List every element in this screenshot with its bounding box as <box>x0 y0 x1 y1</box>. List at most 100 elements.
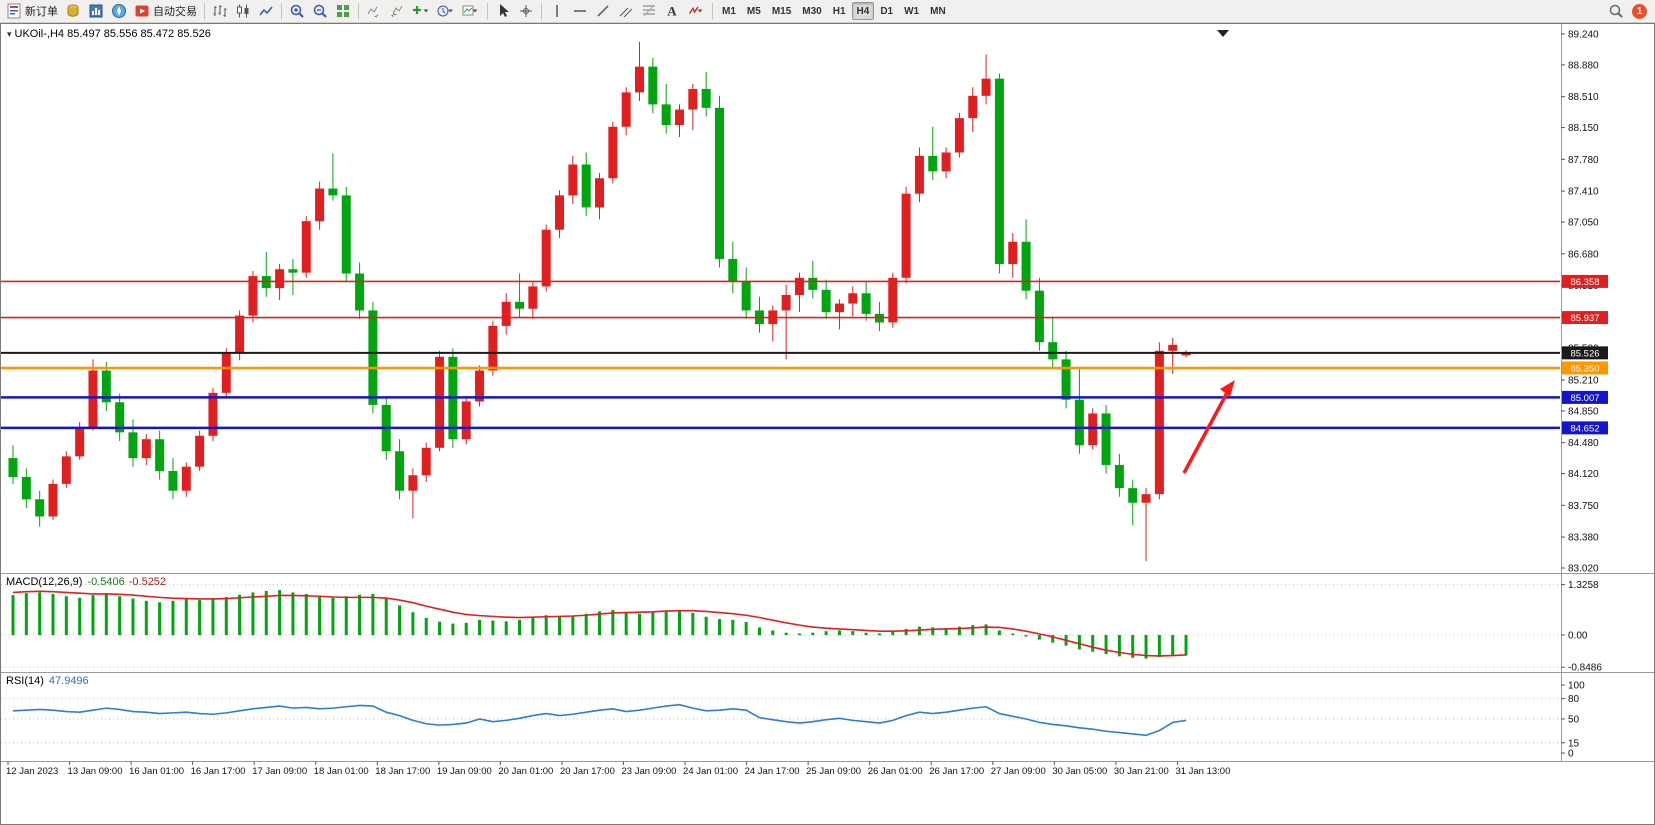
candle <box>1088 413 1098 446</box>
candle-chart-button[interactable] <box>232 1 254 21</box>
macd-main-value: -0.5406 <box>87 576 125 588</box>
tile-windows-button[interactable] <box>332 1 354 21</box>
zoom-in-button[interactable] <box>286 1 308 21</box>
candle <box>421 447 431 476</box>
candle <box>368 310 378 405</box>
line-chart-button[interactable] <box>255 1 277 21</box>
candle <box>608 126 618 179</box>
add-indicator-button[interactable] <box>409 1 433 21</box>
svg-text:84.652: 84.652 <box>1570 423 1599 434</box>
candle <box>1154 350 1164 495</box>
templates-button[interactable] <box>459 1 483 21</box>
autotrade-button[interactable]: 自动交易 <box>131 1 200 21</box>
tile-windows-icon <box>335 3 351 19</box>
hline-icon <box>572 3 588 19</box>
candle <box>888 277 898 323</box>
macd-signal-line <box>12 590 1187 657</box>
timeframe-m30-button[interactable]: M30 <box>802 5 822 17</box>
timeframe-h1-button[interactable]: H1 <box>832 5 846 17</box>
hline-button[interactable] <box>569 1 591 21</box>
periods-button[interactable] <box>434 1 458 21</box>
templates-icon <box>462 3 480 19</box>
vline-button[interactable] <box>546 1 568 21</box>
candle <box>861 293 871 314</box>
bar-chart-button[interactable] <box>209 1 231 21</box>
candle <box>1008 241 1018 265</box>
candle <box>1061 359 1071 400</box>
candle <box>1128 488 1138 503</box>
svg-text:16 Jan 01:00: 16 Jan 01:00 <box>129 766 184 777</box>
symbol-ohlc-text: UKOil-,H4 85.497 85.556 85.472 85.526 <box>14 28 211 40</box>
candle <box>341 195 351 274</box>
candle <box>181 466 191 491</box>
candle <box>1101 413 1111 465</box>
search-button[interactable] <box>1605 1 1627 21</box>
candle <box>994 78 1004 265</box>
toolbar-separator <box>204 2 205 20</box>
trendline-button[interactable] <box>592 1 614 21</box>
svg-text:84.120: 84.120 <box>1568 469 1599 480</box>
svg-text:88.880: 88.880 <box>1568 60 1599 71</box>
navigator-button[interactable] <box>108 1 130 21</box>
svg-text:20 Jan 17:00: 20 Jan 17:00 <box>560 766 615 777</box>
toolbar-separator <box>281 2 282 20</box>
candle <box>568 164 578 196</box>
autotrade-button-label: 自动交易 <box>153 6 197 18</box>
candle <box>661 104 671 126</box>
timeframe-w1-button[interactable]: W1 <box>904 5 920 17</box>
new-order-button-label: 新订单 <box>25 6 58 18</box>
timeframe-m1-button[interactable]: M1 <box>722 5 736 17</box>
arrows-button[interactable] <box>684 1 708 21</box>
market-watch-button[interactable] <box>85 1 107 21</box>
candle <box>701 88 711 108</box>
profile-button[interactable] <box>62 1 84 21</box>
text-button[interactable]: A <box>661 1 683 21</box>
navigator-icon <box>111 3 127 19</box>
svg-text:A: A <box>667 4 677 19</box>
zoom-in-icon <box>289 3 305 19</box>
fibonacci-button[interactable] <box>638 1 660 21</box>
candle <box>848 293 858 304</box>
chart-menu-icon[interactable]: ▾ <box>7 29 12 39</box>
chart-shift-marker-icon[interactable] <box>1217 30 1229 37</box>
channel-button[interactable] <box>615 1 637 21</box>
arrows-icon <box>687 3 705 19</box>
zoom-out-button[interactable] <box>309 1 331 21</box>
rsi-value: 47.9496 <box>48 675 89 687</box>
candle <box>115 402 125 433</box>
svg-text:85.526: 85.526 <box>1570 348 1599 359</box>
trend-arrow-annotation[interactable] <box>1182 380 1235 474</box>
cursor-button[interactable] <box>492 1 514 21</box>
candle <box>954 118 964 153</box>
candle <box>435 356 445 448</box>
candle <box>541 229 551 287</box>
svg-text:83.750: 83.750 <box>1568 501 1599 512</box>
svg-text:85.007: 85.007 <box>1570 393 1599 404</box>
svg-text:31 Jan 13:00: 31 Jan 13:00 <box>1175 766 1230 777</box>
candle <box>501 301 511 326</box>
notification-badge[interactable]: 1 <box>1632 3 1647 19</box>
svg-text:19 Jan 09:00: 19 Jan 09:00 <box>437 766 492 777</box>
chart-canvas[interactable]: 89.240 88.880 88.510 88.150 87.780 87.410 87.0… <box>1 24 1654 824</box>
svg-text:24 Jan 01:00: 24 Jan 01:00 <box>683 766 738 777</box>
candle <box>248 276 258 316</box>
timeframe-m15-button[interactable]: M15 <box>771 5 792 17</box>
crosshair-button[interactable] <box>515 1 537 21</box>
candle <box>75 427 85 457</box>
price-badge: 85.350 <box>1562 361 1608 375</box>
timeframe-m5-button[interactable]: M5 <box>746 5 761 17</box>
candle <box>48 483 58 517</box>
svg-text:24 Jan 17:00: 24 Jan 17:00 <box>745 766 800 777</box>
candle <box>101 370 111 403</box>
chart-shift-button[interactable] <box>386 1 408 21</box>
candle <box>941 152 951 172</box>
macd-panel: 1.3258 0.00 -0.8486 <box>1 580 1602 674</box>
timeframe-d1-button[interactable]: D1 <box>880 5 894 17</box>
timeframe-h4-button[interactable]: H4 <box>851 2 875 20</box>
auto-scroll-button[interactable] <box>363 1 385 21</box>
timeframe-mn-button[interactable]: MN <box>930 5 946 17</box>
candle <box>648 66 658 105</box>
cursor-icon <box>495 3 511 19</box>
new-order-button[interactable]: 新订单 <box>3 1 61 21</box>
trendline-icon <box>595 3 611 19</box>
